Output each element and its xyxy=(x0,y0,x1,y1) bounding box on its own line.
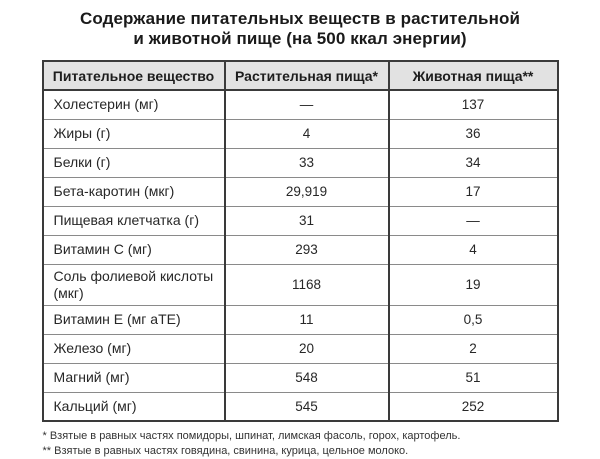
cell-plant: 29,919 xyxy=(223,176,389,206)
cell-animal: — xyxy=(387,205,558,235)
cell-nutrient: Железо (мг) xyxy=(41,333,225,363)
footnote-animal-food: ** Взятые в равных частях говядина, свин… xyxy=(42,445,409,457)
cell-nutrient: Холестерин (мг) xyxy=(41,89,225,119)
cell-nutrient: Соль фолиевой кислоты (мкг) xyxy=(41,263,225,305)
cell-plant: 548 xyxy=(223,362,389,392)
cell-animal: 34 xyxy=(387,147,558,177)
cell-nutrient: Магний (мг) xyxy=(41,362,225,392)
page-title-line-2: и животной пище (на 500 ккал энергии) xyxy=(133,29,467,48)
table-body: Холестерин (мг) —137 Жиры (г) 4 36 Белки (г) 3… xyxy=(41,89,558,421)
table-row: Бета-каротин (мкг) 29,919 17 xyxy=(41,176,558,206)
cell-animal: 252 xyxy=(387,391,558,421)
page-title-line-1: Содержание питательных веществ в растите… xyxy=(79,9,521,28)
footnote-plant-food: * Взятые в равных частях помидоры, шпина… xyxy=(42,430,461,442)
column-header-plant-food: Растительная пища* xyxy=(223,61,389,91)
cell-nutrient: Белки (г) xyxy=(41,147,225,177)
cell-plant: 4 xyxy=(223,118,389,148)
nutrition-table: Питательное вещество Растительная пища* … xyxy=(41,60,559,422)
cell-animal: 4 xyxy=(387,234,558,264)
cell-plant: 293 xyxy=(223,234,389,264)
table-row: Белки (г) 33 34 xyxy=(41,147,558,177)
cell-animal: 17 xyxy=(387,176,558,206)
cell-plant: 31 xyxy=(223,205,389,235)
cell-nutrient: Витамин С (мг) xyxy=(41,234,225,264)
cell-nutrient: Пищевая клетчатка (г) xyxy=(41,205,225,235)
table-row: Жиры (г) 4 36 xyxy=(41,118,558,148)
footnotes: * Взятые в равных частях помидоры, шпина… xyxy=(43,429,558,459)
cell-plant: 1168 xyxy=(223,263,389,305)
cell-nutrient: Бета-каротин (мкг) xyxy=(41,176,225,206)
cell-nutrient: Кальций (мг) xyxy=(41,391,225,421)
cell-animal: 51 xyxy=(387,362,558,392)
table-row: Витамин Е (мг аТЕ) 11 0,5 xyxy=(41,304,558,334)
cell-plant: 20 xyxy=(223,333,389,363)
cell-animal: 2 xyxy=(387,333,558,363)
cell-plant: 11 xyxy=(223,304,389,334)
cell-animal: 0,5 xyxy=(387,304,558,334)
cell-nutrient: Жиры (г) xyxy=(41,118,225,148)
cell-plant: 33 xyxy=(223,147,389,177)
table-row: Пищевая клетчатка (г) 31— xyxy=(41,205,558,235)
cell-animal: 19 xyxy=(387,263,558,305)
cell-nutrient: Витамин Е (мг аТЕ) xyxy=(41,304,225,334)
column-header-nutrient: Питательное вещество xyxy=(41,61,225,91)
cell-plant: 545 xyxy=(223,391,389,421)
table-row: Холестерин (мг) —137 xyxy=(41,89,558,119)
cell-animal: 36 xyxy=(387,118,558,148)
table-row: Витамин С (мг) 293 4 xyxy=(41,234,558,264)
table-row: Железо (мг) 20 2 xyxy=(41,333,558,363)
table-row: Кальций (мг) 545 252 xyxy=(41,391,558,421)
cell-plant: — xyxy=(223,89,389,119)
table-row: Соль фолиевой кислоты (мкг) 1168 19 xyxy=(41,263,558,305)
cell-animal: 137 xyxy=(387,89,558,119)
page-title: Содержание питательных веществ в растите… xyxy=(0,9,600,49)
column-header-animal-food: Животная пища** xyxy=(387,61,558,91)
table-row: Магний (мг) 548 51 xyxy=(41,362,558,392)
table-header-row: Питательное вещество Растительная пища* … xyxy=(41,61,558,91)
